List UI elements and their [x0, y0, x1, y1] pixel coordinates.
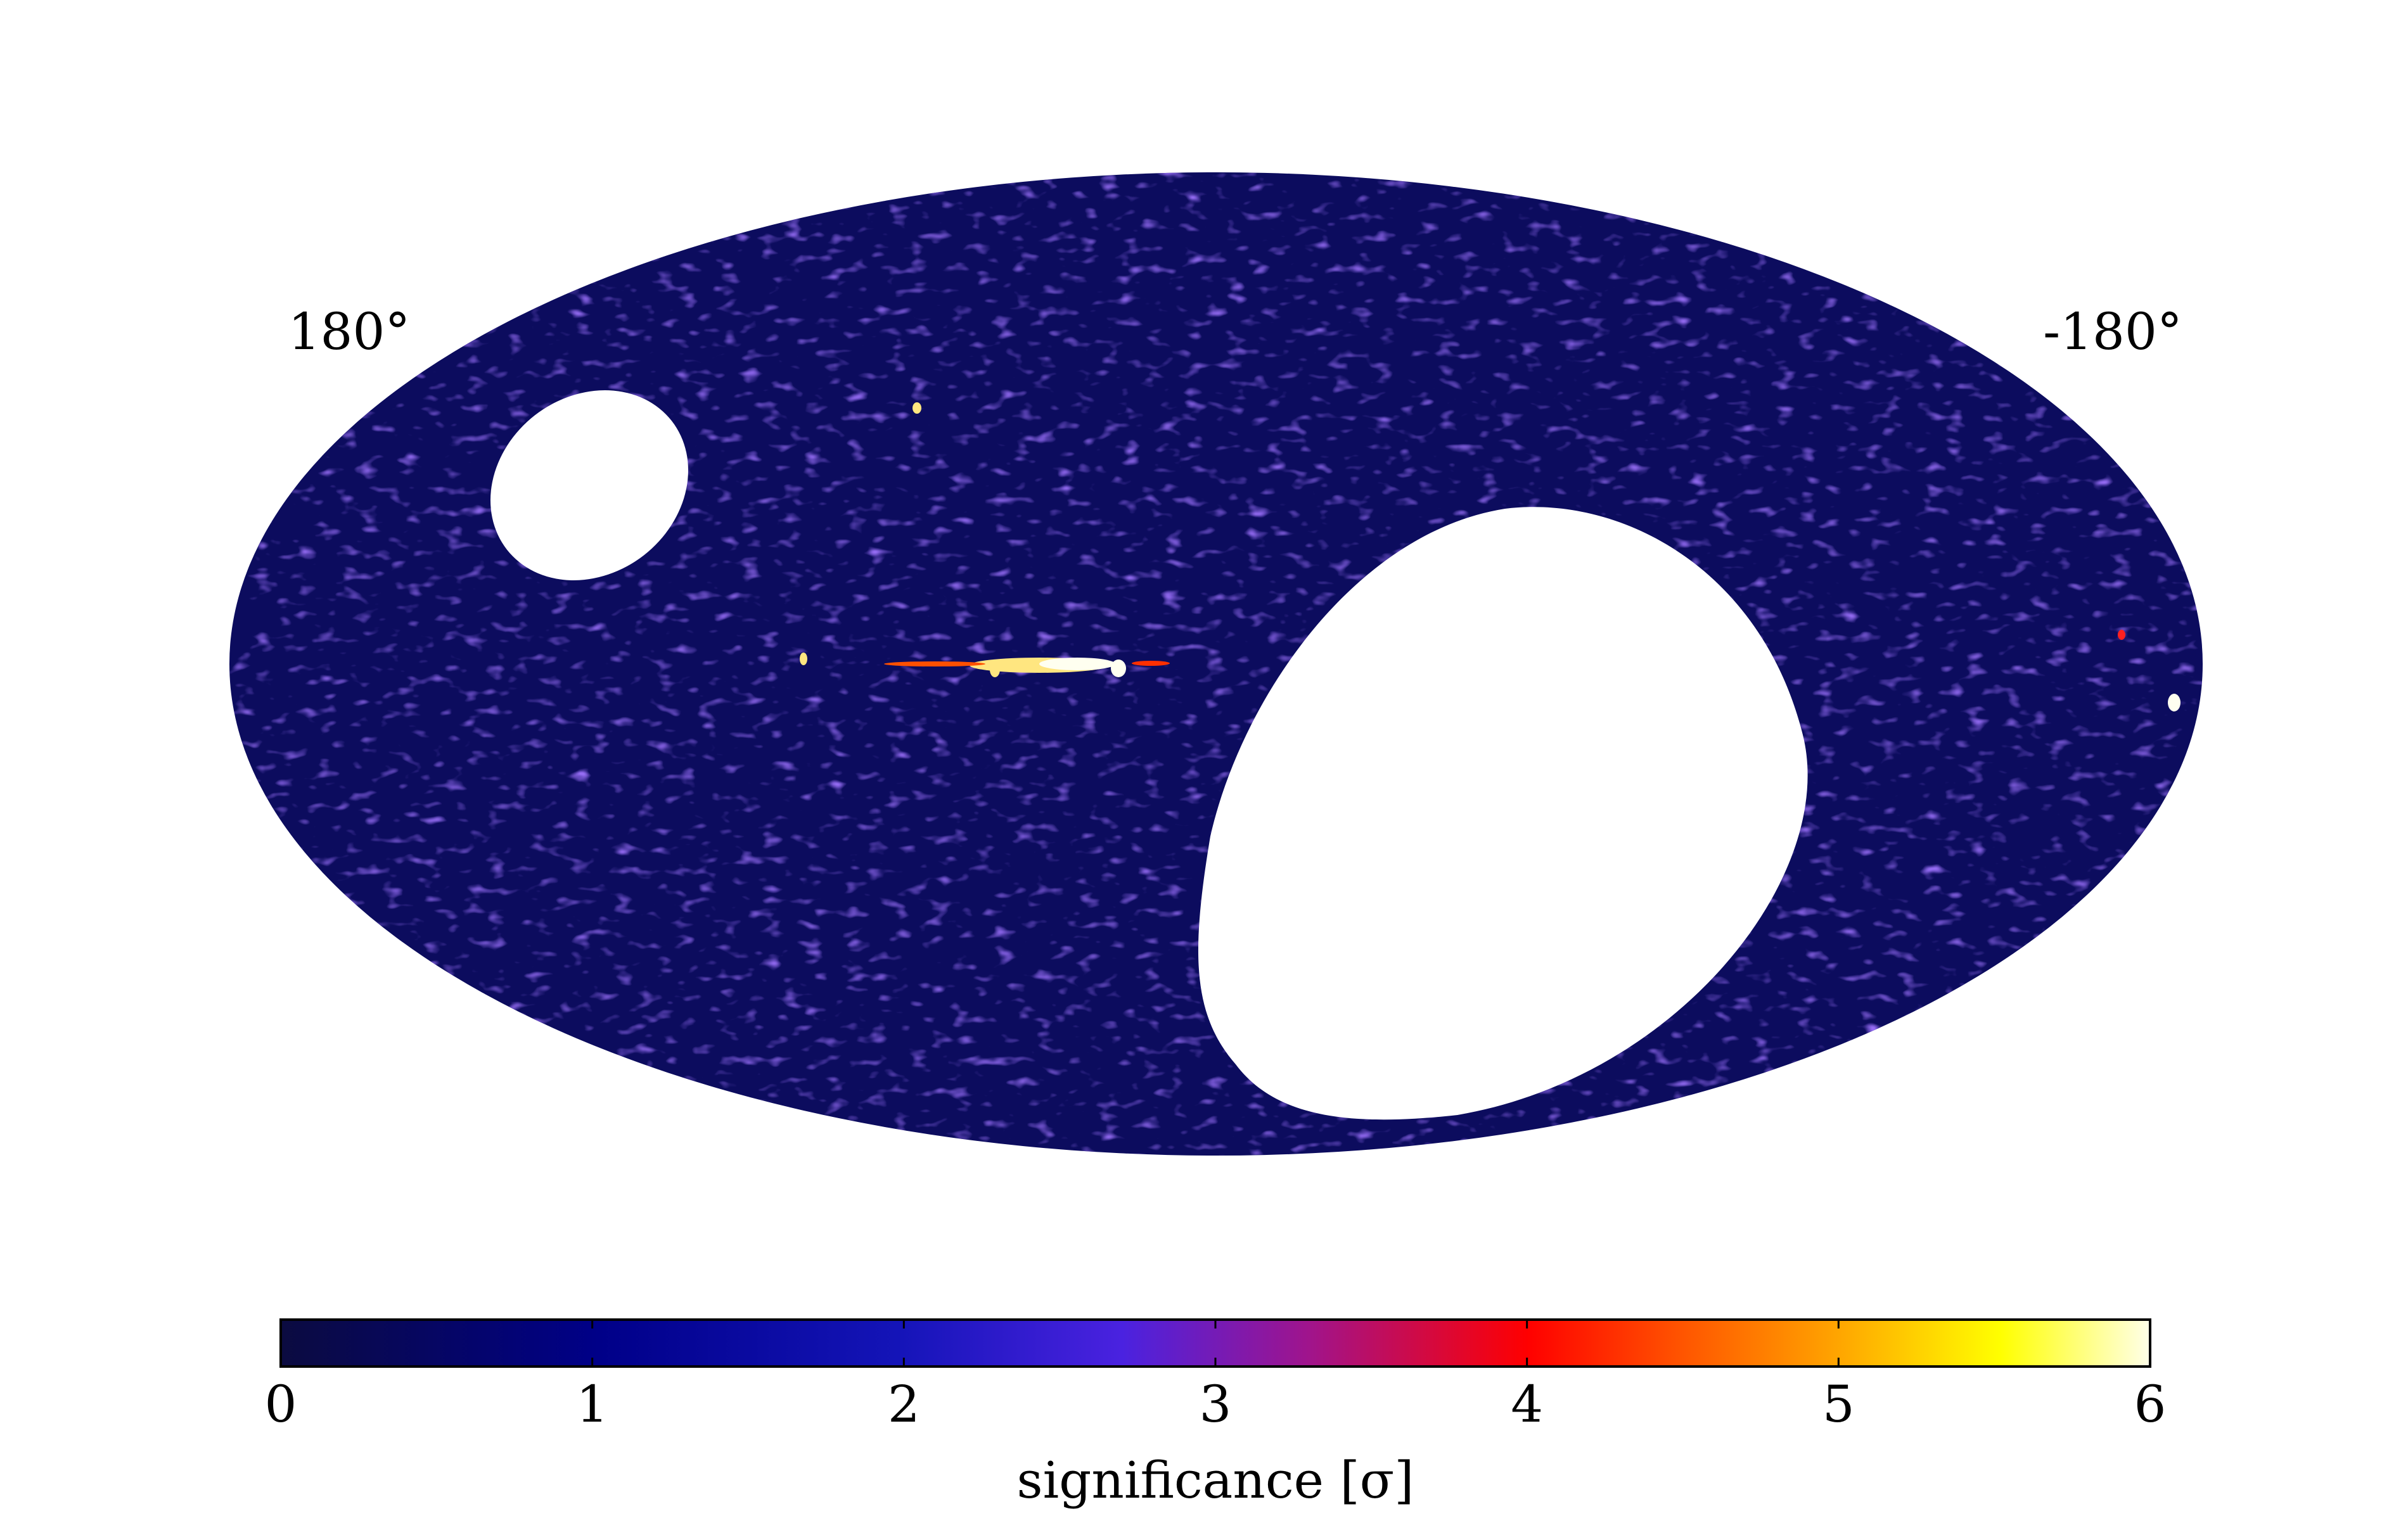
- masked-region: [1198, 507, 1808, 1120]
- colorbar-tick-label: 6: [2134, 1375, 2167, 1434]
- longitude-label: 180°: [288, 302, 411, 361]
- sky-map: [229, 172, 2203, 1156]
- colorbar-tick-label: 1: [576, 1375, 608, 1434]
- colorbar-tick-label: 3: [1200, 1375, 1232, 1434]
- colorbar-tick-label: 2: [888, 1375, 920, 1434]
- colorbar-label: significance [σ]: [1017, 1451, 1414, 1510]
- masked-region: [490, 390, 688, 580]
- colorbar-tick-label: 5: [1822, 1375, 1855, 1434]
- colorbar-tick-label: 0: [265, 1375, 297, 1434]
- longitude-label: -180°: [2043, 302, 2182, 361]
- galactic-plane-sources: [800, 402, 2181, 711]
- colorbar-tick-label: 4: [1511, 1375, 1543, 1434]
